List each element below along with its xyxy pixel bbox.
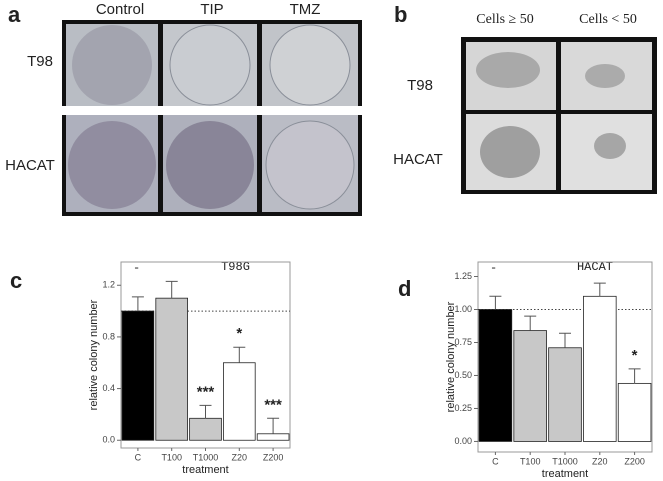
x-tick-label: T100 [161, 452, 182, 462]
y-axis-label: relative colony number [445, 301, 457, 412]
bar [617, 382, 652, 442]
bar [121, 310, 155, 441]
y-tick-label: 0.25 [454, 403, 472, 413]
bar [155, 297, 188, 441]
bar [223, 362, 256, 441]
y-axis-label: relative colony number [88, 299, 100, 410]
y-tick-label: 1.2 [102, 280, 115, 290]
error-bar [267, 417, 280, 434]
plate-photos [62, 20, 362, 216]
error-bar [489, 295, 502, 310]
y-tick-label: 1.00 [454, 304, 472, 314]
bar [189, 417, 222, 441]
x-tick-label: Z200 [263, 452, 284, 462]
y-tick-label: 0.50 [454, 370, 472, 380]
panel-letter: c [10, 268, 22, 293]
bar [548, 347, 582, 442]
x-tick-label: Z20 [592, 456, 608, 466]
x-tick-label: Z20 [232, 452, 248, 462]
panel-letter: b [394, 2, 407, 27]
error-bar [593, 282, 606, 297]
error-bar [199, 404, 212, 419]
significance: * [236, 325, 242, 342]
row-label: T98 [27, 53, 53, 70]
y-tick-label: 0.75 [454, 337, 472, 347]
panel-letter: a [8, 2, 21, 27]
error-bar [559, 332, 571, 348]
column-header: Cells ≥ 50 [476, 12, 533, 27]
bar [256, 433, 290, 441]
error-bar [131, 296, 144, 312]
error-bar [628, 368, 641, 384]
x-tick-label: T1000 [193, 452, 219, 462]
significance: * [632, 347, 638, 364]
row-label: HACAT [5, 157, 55, 174]
column-header: TMZ [290, 1, 321, 18]
y-tick-label: 1.25 [454, 271, 472, 281]
x-axis-label: treatment [542, 468, 588, 480]
x-axis-label: treatment [182, 464, 228, 476]
significance: *** [197, 383, 215, 400]
y-tick-label: 0.0 [102, 435, 115, 445]
error-bar [524, 315, 537, 331]
y-tick-label: 0.4 [102, 383, 115, 393]
bar [513, 330, 547, 442]
x-tick-label: C [135, 452, 142, 462]
chart-subtitle: - [133, 261, 140, 275]
column-header: Control [96, 1, 144, 18]
error-bar [165, 280, 178, 299]
x-tick-label: T100 [520, 456, 541, 466]
y-tick-label: 0.8 [102, 331, 115, 341]
column-header: TIP [200, 1, 223, 18]
x-tick-label: C [492, 456, 499, 466]
chart-title: HACAT [577, 260, 613, 274]
bar [583, 295, 617, 442]
bar [478, 309, 513, 442]
row-label: T98 [407, 77, 433, 94]
chart-subtitle: - [490, 261, 497, 275]
x-tick-label: Z200 [624, 456, 645, 466]
cell-photos [461, 37, 657, 194]
y-tick-label: 0.00 [454, 436, 472, 446]
significance: *** [264, 396, 282, 413]
panel-letter: d [398, 276, 411, 301]
error-bar [233, 346, 246, 363]
x-tick-label: T1000 [552, 456, 578, 466]
row-label: HACAT [393, 151, 443, 168]
column-header: Cells < 50 [579, 12, 637, 27]
chart-title: T98G [221, 260, 250, 274]
